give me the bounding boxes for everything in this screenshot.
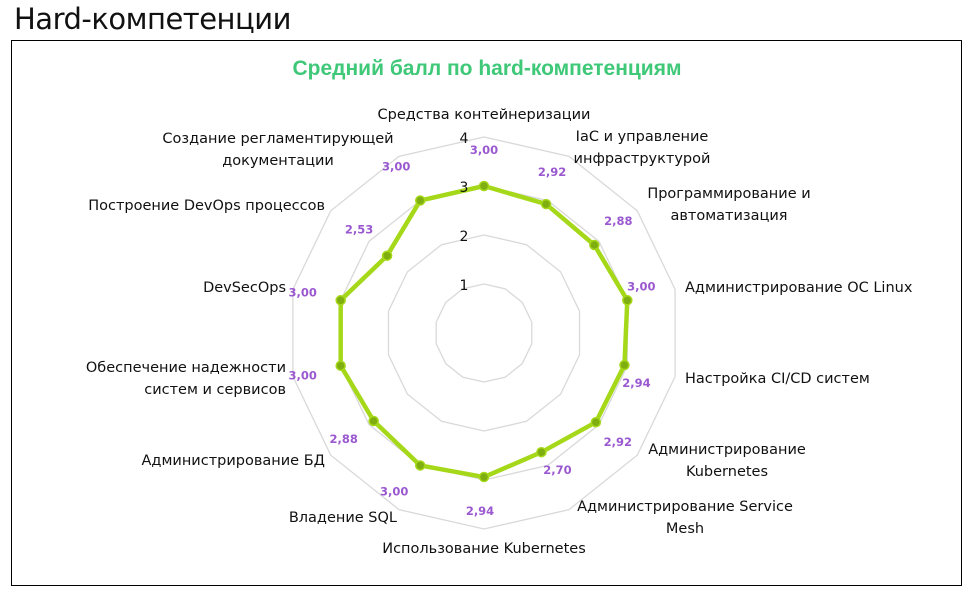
radar-grid [292,136,676,530]
category-label: Администрирование Kubernetes [648,442,806,480]
data-label: 3,00 [470,143,498,157]
data-point [368,415,379,427]
chart-frame [11,40,962,586]
data-point [619,359,630,371]
data-label: 2,92 [538,165,566,179]
category-label: Средства контейнеризации [378,107,591,123]
category-labels: Средства контейнеризации IaC и управление… [86,107,913,557]
category-label: DevSecOps [203,280,286,296]
data-point [335,360,346,371]
category-label: Настройка CI/CD систем [685,371,870,387]
data-label: 2,53 [345,223,373,237]
data-label: 3,00 [627,279,655,293]
data-label: 2,94 [622,376,650,390]
category-label: Обеспечение надежности систем и сервисов [86,360,286,398]
tick-label: 2 [460,229,469,245]
category-label: IaC и управление инфраструктурой [574,129,711,167]
data-point [381,250,393,261]
category-label: Построение DevOps процессов [88,198,325,214]
data-point [589,239,600,251]
category-label: Создание регламентирующей документации [162,131,393,169]
page-title: Hard-компетенции [14,2,291,36]
grid-ring [292,136,676,530]
data-label: 2,88 [329,432,357,446]
category-label: Администрирование ОС Linux [685,280,913,296]
category-label: Владение SQL [289,510,397,526]
tick-label: 4 [460,131,469,147]
category-label: Администрирование БД [142,453,325,469]
tick-labels: 1 2 3 4 [460,131,469,294]
data-label: 3,00 [288,369,316,383]
grid-ring [387,234,581,432]
series-layer [335,180,633,483]
data-point [478,471,490,483]
data-label: 3,00 [288,285,316,299]
category-label: Программирование и автоматизация [647,186,810,224]
data-point [335,295,346,306]
data-point [414,460,426,471]
data-point [622,295,633,306]
grid-ring [435,283,533,383]
data-point [414,195,426,206]
data-point [590,416,602,428]
data-point [540,198,552,210]
tick-label: 3 [460,180,469,196]
chart-title: Средний балл по hard-компетенциям [292,57,681,80]
data-label: 2,70 [543,463,571,477]
data-label: 2,92 [604,435,632,449]
data-label: 2,88 [604,214,632,228]
data-labels: 3,00 2,92 2,88 3,00 2,94 2,92 2,70 2,94 3,00 2,88… [288,143,655,518]
data-label: 3,00 [382,160,410,174]
category-label: Администрирование Service Mesh [577,499,793,537]
category-label: Использование Kubernetes [382,541,586,557]
data-point [478,180,490,192]
data-point [536,446,547,458]
grid-ring [340,185,628,481]
tick-label: 1 [460,278,469,294]
data-label: 2,94 [466,504,494,518]
data-label: 3,00 [380,484,408,498]
